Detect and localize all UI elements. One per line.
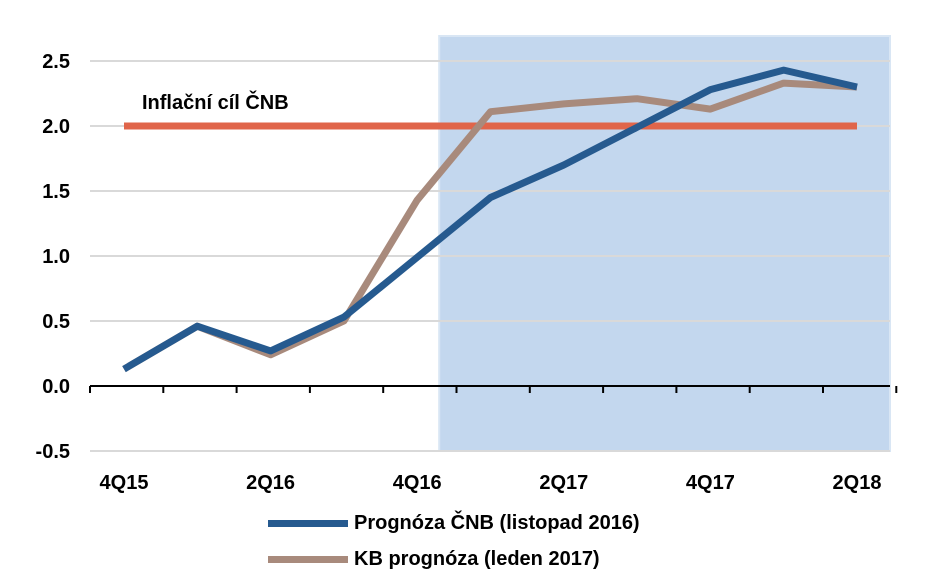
y-tick-label: 0.5 (42, 311, 70, 333)
legend-item-kb: KB prognóza (leden 2017) (268, 541, 640, 577)
x-tick-label: 4Q15 (100, 472, 149, 494)
legend-label-kb: KB prognóza (leden 2017) (354, 547, 600, 570)
y-tick-label: 0.0 (42, 376, 70, 398)
y-tick-label: -0.5 (36, 441, 70, 463)
x-tick-label: 2Q18 (833, 472, 882, 494)
series-line-cnb (122, 66, 858, 373)
legend-swatch-cnb (268, 519, 348, 527)
x-tick-label: 2Q17 (539, 472, 588, 494)
legend: Prognóza ČNB (listopad 2016) KB prognóza… (268, 505, 640, 577)
x-tick-label: 4Q16 (393, 472, 442, 494)
series-lines (122, 66, 858, 373)
x-axis (89, 385, 898, 393)
legend-swatch-kb (268, 555, 348, 563)
x-tick-labels: 4Q15 2Q16 4Q16 2Q17 4Q17 2Q18 (100, 472, 882, 494)
legend-item-cnb: Prognóza ČNB (listopad 2016) (268, 505, 640, 541)
x-tick-label: 4Q17 (686, 472, 735, 494)
y-tick-label: 2.0 (42, 116, 70, 138)
y-tick-label: 2.5 (42, 51, 70, 73)
legend-label-cnb: Prognóza ČNB (listopad 2016) (354, 511, 640, 534)
y-tick-label: 1.5 (42, 181, 70, 203)
target-line-label: Inflační cíl ČNB (142, 90, 289, 114)
y-tick-label: 1.0 (42, 246, 70, 268)
x-tick-label: 2Q16 (246, 472, 295, 494)
y-tick-labels: -0.5 0.0 0.5 1.0 1.5 2.0 2.5 (36, 51, 70, 463)
